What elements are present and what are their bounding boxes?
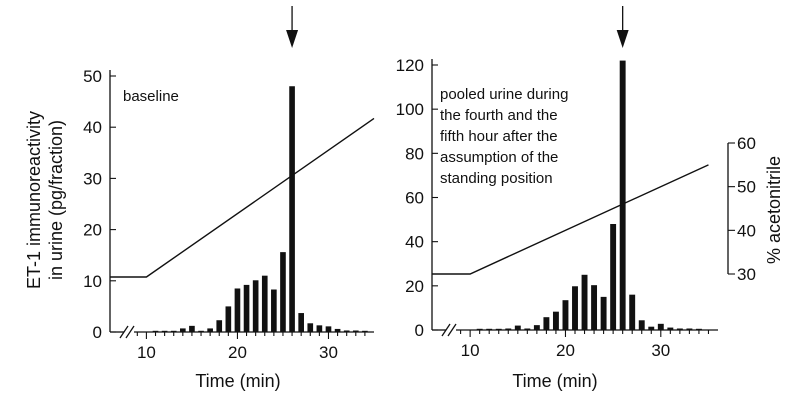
right-bar [657,323,664,330]
right-annotation-line-4: assumption of the [440,149,558,166]
right-plot-area: 0 20 40 60 80 100 120 10 20 30 30 40 50 60 [396,6,756,360]
left-axis-break-mark [119,325,129,339]
right-bar [572,286,578,330]
right-bar [476,328,483,330]
left-bar [352,330,359,332]
right-ylabel-right: % acetonitrile [764,156,784,264]
right-bar [533,325,540,330]
left-axis-break-mark [125,325,135,339]
left-bar [152,330,159,332]
right-y-tick-label: 40 [405,233,424,252]
left-bar [234,288,241,332]
right-annotation-line-5: standing position [440,170,553,187]
left-bar [343,330,350,332]
left-bar [307,323,314,332]
left-x-tick-label: 30 [319,343,338,362]
left-ylabel-line2: in urine (pg/fraction) [46,120,66,280]
right-x-tick-label: 10 [461,341,480,360]
left-bar [362,330,368,332]
right-bar [619,60,626,330]
left-y-tick-label: 0 [93,323,102,342]
left-bar [325,326,332,332]
right-bar [514,325,521,330]
left-bar [289,86,295,333]
right-bar [524,328,531,330]
right-right-y-tick-label: 40 [737,221,756,240]
right-bar [581,274,588,330]
right-bar [495,328,502,330]
right-bar [695,328,702,330]
right-bar [686,328,693,330]
left-bar [334,328,341,332]
left-bar [170,330,177,332]
left-xlabel: Time (min) [195,371,280,391]
left-bar [252,280,259,332]
right-bar [543,317,550,330]
right-bar [638,320,645,330]
left-annotation-line: baseline [123,88,179,105]
left-bar [316,325,323,332]
right-bar [667,327,674,330]
right-annotation-line-2: the fourth and the [440,107,558,124]
right-bar [552,311,559,330]
right-axis-break-mark [447,323,457,337]
right-panel: pooled urine during the fourth and the f… [396,6,784,391]
left-bar [161,330,168,332]
left-bar [180,328,186,332]
left-y-tick-label: 10 [83,272,102,291]
left-arrow-head [286,30,299,48]
right-arrow-head [616,30,629,48]
left-bar [216,320,223,332]
left-bar [207,328,213,332]
left-x-tick-label: 10 [137,343,156,362]
left-bar [261,275,268,332]
right-annotation-line-1: pooled urine during [440,86,568,103]
left-y-tick-label: 50 [83,67,102,86]
right-right-y-tick-label: 30 [737,265,756,284]
left-y-tick-label: 40 [83,118,102,137]
right-x-tick-label: 20 [556,341,575,360]
right-bar [676,328,683,330]
left-bar [198,330,204,332]
right-y-tick-label: 80 [405,144,424,163]
right-bar [505,328,512,330]
right-bar [486,328,493,330]
right-annotation-line-3: fifth hour after the [440,128,558,145]
right-bar [629,294,636,330]
left-x-tick-label: 20 [228,343,247,362]
right-xlabel: Time (min) [512,371,597,391]
right-y-tick-label: 0 [415,321,424,340]
right-y-tick-label: 60 [405,189,424,208]
left-bar [298,313,304,332]
left-panel: ET-1 immunoreactivity in urine (pg/fract… [24,6,375,391]
left-y-tick-label: 30 [83,169,102,188]
left-bar [243,284,250,332]
left-y-tick-label: 20 [83,221,102,240]
right-gradient-line [432,164,709,275]
right-right-y-tick-label: 60 [737,134,756,153]
left-ylabel-line1: ET-1 immunoreactivity [24,111,44,289]
left-bar [225,306,232,332]
right-y-tick-label: 20 [405,277,424,296]
right-bar [648,326,655,330]
right-y-tick-label: 120 [396,56,424,75]
right-bar [610,224,617,330]
right-x-tick-label: 30 [651,341,670,360]
right-bar [591,285,598,330]
left-gradient-line [110,117,375,278]
right-bar [600,296,607,330]
left-bar [280,252,286,332]
right-y-tick-label: 100 [396,100,424,119]
left-bar [271,289,277,332]
left-plot-area: 0 10 20 30 40 50 10 20 30 [83,6,375,362]
right-axis-break-mark [441,323,451,337]
right-right-y-tick-label: 50 [737,178,756,197]
left-bar [189,325,195,332]
right-bar [562,300,569,330]
